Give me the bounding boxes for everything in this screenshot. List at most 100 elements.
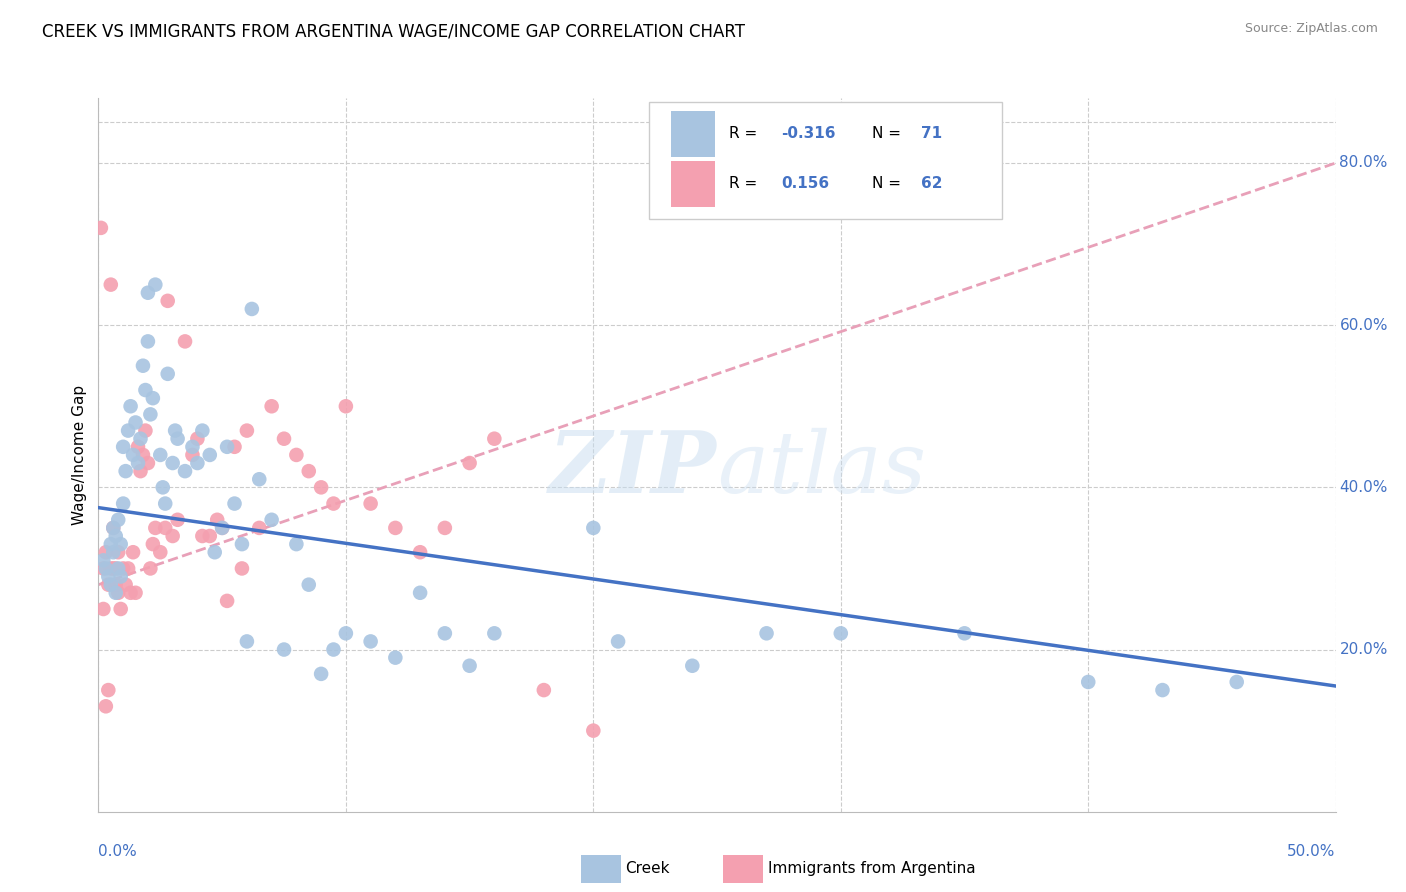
Point (285, 537, 308, 551)
Text: 80.0%: 80.0% (1340, 155, 1388, 170)
Point (298, 577, 321, 591)
Point (94, 699, 117, 714)
Point (174, 464, 197, 478)
Point (134, 424, 156, 438)
Point (100, 537, 122, 551)
Point (247, 472, 270, 486)
Point (335, 399, 357, 413)
Point (360, 634, 382, 648)
Point (260, 399, 283, 413)
Point (117, 561, 139, 575)
Point (240, 301, 263, 316)
Point (186, 432, 208, 446)
Text: 20.0%: 20.0% (1340, 642, 1388, 657)
Point (93, 602, 115, 616)
Point (97, 569, 120, 583)
Point (97, 683, 120, 698)
Point (285, 448, 308, 462)
Point (136, 334, 159, 349)
Point (260, 513, 283, 527)
Point (198, 529, 221, 543)
Point (110, 569, 132, 583)
Point (1077, 675, 1099, 690)
Point (122, 545, 145, 559)
Point (97, 577, 120, 591)
Point (322, 497, 344, 511)
Point (273, 432, 295, 446)
Point (360, 497, 382, 511)
Point (205, 513, 228, 527)
Point (181, 440, 204, 454)
Point (90, 220, 112, 235)
Point (181, 448, 204, 462)
Bar (650, 102, 1001, 219)
Point (165, 424, 187, 438)
Point (582, 723, 605, 738)
Point (103, 521, 125, 535)
Point (103, 561, 125, 575)
Point (124, 586, 146, 600)
Point (231, 561, 253, 575)
Point (149, 545, 172, 559)
Point (100, 561, 122, 575)
Point (143, 521, 166, 535)
Point (127, 440, 149, 454)
Point (755, 626, 778, 640)
Point (112, 497, 135, 511)
Point (533, 683, 555, 698)
Point (211, 521, 233, 535)
Text: -0.316: -0.316 (782, 127, 837, 141)
Point (152, 480, 174, 494)
Point (129, 432, 152, 446)
Point (458, 456, 481, 470)
Point (224, 440, 246, 454)
Point (129, 464, 152, 478)
Point (247, 521, 270, 535)
Y-axis label: Wage/Income Gap: Wage/Income Gap (72, 384, 87, 525)
Point (384, 521, 406, 535)
Text: 50.0%: 50.0% (1288, 844, 1336, 859)
Point (191, 529, 214, 543)
Point (112, 440, 135, 454)
Point (103, 521, 125, 535)
Point (139, 561, 162, 575)
Point (149, 448, 172, 462)
Point (143, 277, 166, 292)
Point (484, 432, 506, 446)
Point (198, 448, 221, 462)
Point (166, 432, 188, 446)
Point (309, 666, 332, 681)
Point (953, 626, 976, 640)
Text: R =: R = (730, 127, 762, 141)
Text: 71: 71 (921, 127, 942, 141)
Point (191, 424, 214, 438)
Point (107, 545, 129, 559)
Point (107, 513, 129, 527)
Text: Source: ZipAtlas.com: Source: ZipAtlas.com (1244, 22, 1378, 36)
Point (104, 586, 127, 600)
Point (110, 537, 132, 551)
Point (211, 521, 233, 535)
Point (100, 277, 122, 292)
Point (132, 448, 155, 462)
Point (156, 367, 179, 381)
Point (142, 537, 165, 551)
Point (104, 529, 127, 543)
Point (120, 586, 142, 600)
Point (384, 650, 406, 665)
Point (136, 456, 159, 470)
Point (830, 626, 852, 640)
Point (134, 383, 156, 397)
Point (458, 658, 481, 673)
Point (409, 586, 432, 600)
Point (409, 545, 432, 559)
Point (117, 424, 139, 438)
Point (162, 529, 184, 543)
Point (155, 497, 177, 511)
Point (100, 577, 122, 591)
Point (322, 642, 344, 657)
Text: Immigrants from Argentina: Immigrants from Argentina (768, 862, 976, 876)
Point (217, 594, 239, 608)
Point (224, 497, 246, 511)
Point (582, 521, 605, 535)
